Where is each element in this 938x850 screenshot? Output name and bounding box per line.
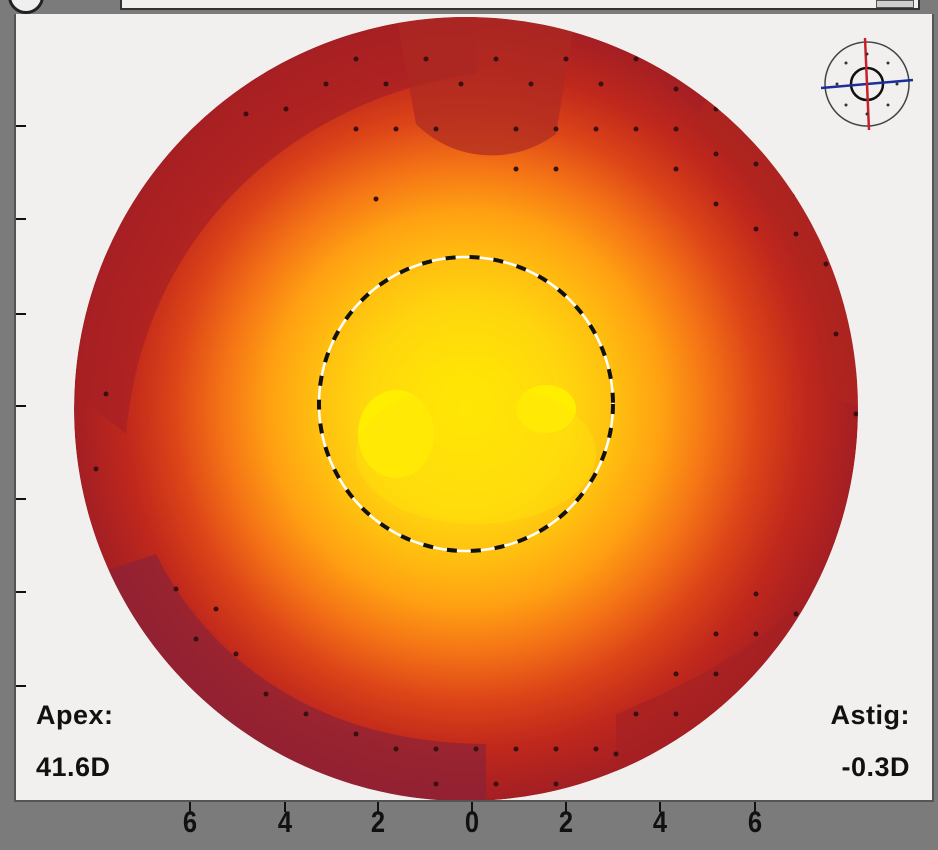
color-map — [74, 17, 858, 800]
x-axis: 6 4 2 0 2 4 6 — [0, 802, 938, 850]
dropdown-button[interactable] — [876, 0, 914, 8]
apex-value: 41.6D — [36, 752, 111, 782]
axis-tick-label: 0 — [464, 806, 480, 839]
left-ticks — [16, 125, 26, 687]
measurement-points — [93, 56, 858, 787]
astig-label: Astig: — [830, 700, 910, 730]
apex-label: Apex: — [36, 700, 114, 730]
top-field[interactable] — [120, 0, 920, 10]
axis-tick-label: 2 — [558, 806, 574, 839]
top-toolbar — [0, 0, 938, 14]
astig-value: -0.3D — [841, 752, 910, 782]
circle-icon[interactable] — [8, 0, 44, 14]
pupil-dashes — [317, 255, 615, 553]
topography-panel: Apex: 41.6D Astig: -0.3D — [14, 14, 934, 802]
axis-tick-label: 6 — [182, 806, 198, 839]
axis-ticks — [189, 802, 756, 812]
fixation-reticle-icon[interactable] — [820, 37, 914, 131]
corneal-map — [16, 17, 914, 800]
axis-tick-label: 4 — [277, 806, 293, 839]
axis-tick-label: 2 — [370, 806, 386, 839]
axis-tick-label: 6 — [747, 806, 763, 839]
axis-tick-label: 4 — [652, 806, 668, 839]
